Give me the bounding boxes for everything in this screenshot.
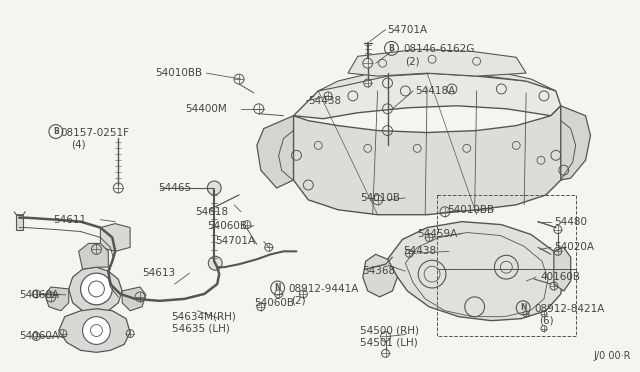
Polygon shape — [348, 49, 526, 76]
Text: 54020A: 54020A — [554, 243, 594, 252]
Text: (2): (2) — [291, 296, 306, 306]
Text: 54500 (RH): 54500 (RH) — [360, 326, 419, 336]
Circle shape — [208, 256, 222, 270]
Polygon shape — [388, 222, 564, 321]
Text: 54060A: 54060A — [19, 290, 60, 300]
Polygon shape — [294, 106, 561, 215]
Text: 54465: 54465 — [158, 183, 191, 193]
Text: 54060A: 54060A — [19, 331, 60, 341]
Text: 40160B: 40160B — [540, 272, 580, 282]
Text: 54459A: 54459A — [417, 228, 458, 238]
Polygon shape — [122, 287, 146, 311]
Polygon shape — [294, 73, 561, 119]
Polygon shape — [561, 106, 591, 180]
Text: 54438: 54438 — [308, 96, 342, 106]
Polygon shape — [318, 66, 556, 91]
Polygon shape — [68, 267, 122, 313]
Polygon shape — [79, 243, 108, 269]
Text: 54611: 54611 — [53, 215, 86, 225]
Text: 54613: 54613 — [142, 268, 175, 278]
Polygon shape — [16, 215, 23, 230]
Text: 54010BB: 54010BB — [447, 205, 494, 215]
Polygon shape — [363, 254, 397, 297]
Circle shape — [81, 273, 112, 305]
Text: B: B — [53, 127, 59, 136]
Polygon shape — [45, 287, 68, 311]
Circle shape — [83, 317, 110, 344]
Polygon shape — [100, 224, 130, 251]
Text: (2): (2) — [405, 56, 420, 66]
Text: B: B — [388, 44, 394, 53]
Text: 54060B: 54060B — [207, 221, 247, 231]
Text: (6): (6) — [539, 316, 554, 326]
Text: 08146-6162G: 08146-6162G — [403, 44, 475, 54]
Text: 54701A: 54701A — [388, 25, 428, 35]
Text: 54010B: 54010B — [360, 193, 400, 203]
Polygon shape — [554, 247, 571, 291]
Circle shape — [207, 181, 221, 195]
Text: 08157-0251F: 08157-0251F — [61, 128, 130, 138]
Text: 54701A: 54701A — [215, 237, 255, 246]
Polygon shape — [59, 309, 130, 352]
Text: 54634M(RH): 54634M(RH) — [172, 312, 237, 322]
Text: 54480: 54480 — [554, 217, 587, 227]
Text: 54418A: 54418A — [415, 86, 456, 96]
Text: 54438: 54438 — [403, 246, 436, 256]
Polygon shape — [257, 116, 294, 188]
Text: 54618: 54618 — [195, 207, 228, 217]
Text: 08912-8421A: 08912-8421A — [534, 304, 604, 314]
Text: 54501 (LH): 54501 (LH) — [360, 337, 417, 347]
Text: 54010BB: 54010BB — [155, 68, 202, 78]
Text: 54060B: 54060B — [254, 298, 294, 308]
Text: 54635 (LH): 54635 (LH) — [172, 324, 230, 334]
Text: J/0 00·R: J/0 00·R — [593, 351, 631, 361]
Text: N: N — [275, 283, 281, 292]
Text: 54400M: 54400M — [186, 104, 227, 114]
Text: 54368: 54368 — [362, 266, 395, 276]
Text: 08912-9441A: 08912-9441A — [289, 284, 359, 294]
Text: (4): (4) — [70, 140, 85, 150]
Text: N: N — [520, 303, 527, 312]
